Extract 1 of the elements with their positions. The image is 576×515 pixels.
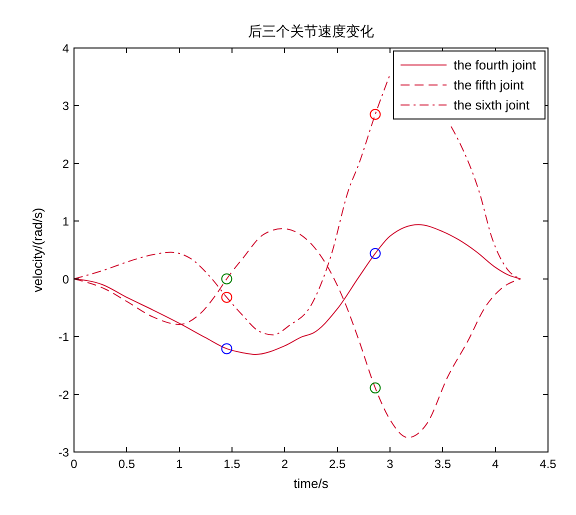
title: 后三个关节速度变化 <box>248 23 374 39</box>
